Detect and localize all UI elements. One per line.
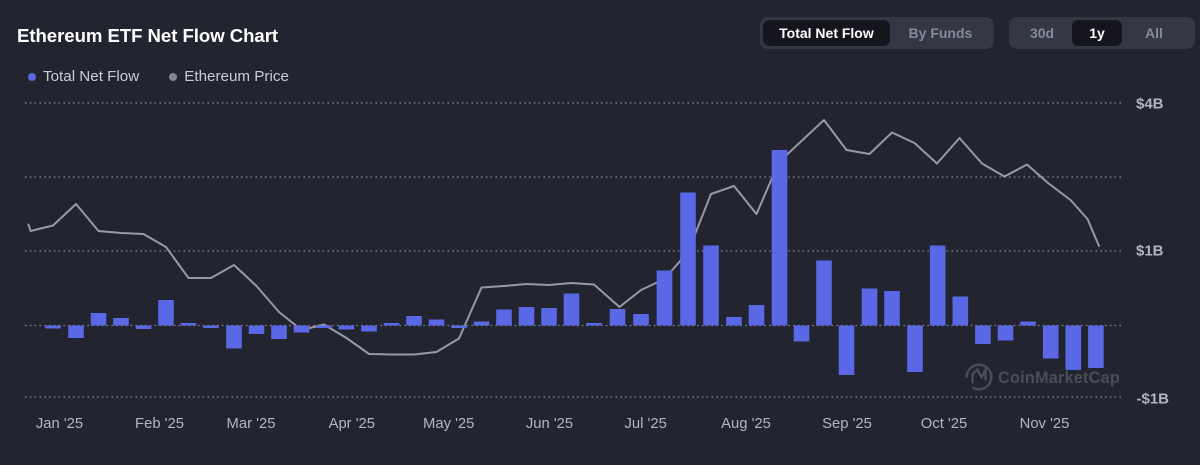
svg-text:$4B: $4B [1136,96,1164,113]
svg-text:Jan '25: Jan '25 [36,416,83,432]
svg-text:Jun '25: Jun '25 [526,416,573,432]
svg-text:-$1B: -$1B [1137,391,1170,408]
svg-text:Jul '25: Jul '25 [625,416,667,432]
svg-text:$1B: $1B [1136,243,1164,260]
svg-text:Nov '25: Nov '25 [1020,416,1070,432]
svg-text:Mar '25: Mar '25 [227,416,276,432]
svg-text:Apr '25: Apr '25 [329,416,375,432]
svg-text:Sep '25: Sep '25 [822,416,872,432]
svg-text:Aug '25: Aug '25 [721,416,771,432]
svg-text:Feb '25: Feb '25 [135,416,184,432]
svg-text:May '25: May '25 [423,416,474,432]
svg-text:CoinMarketCap: CoinMarketCap [998,369,1120,387]
svg-text:Oct '25: Oct '25 [921,416,967,432]
